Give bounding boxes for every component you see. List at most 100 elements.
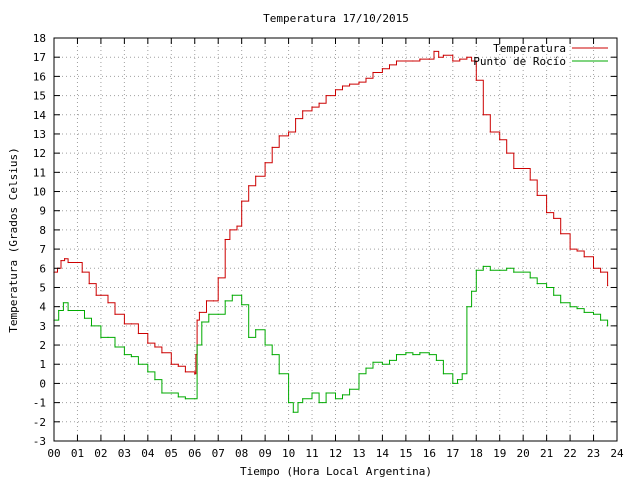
data-point-0 [459,58,461,60]
data-point-1 [297,402,299,404]
data-point-0 [349,83,351,85]
x-axis-label: Tiempo (Hora Local Argentina) [240,465,432,478]
data-point-1 [67,309,69,312]
x-tick-label: 12 [329,447,342,460]
data-point-1 [302,398,304,400]
x-tick-label: 21 [540,447,553,460]
data-point-0 [489,131,491,133]
y-tick-label: 16 [33,70,46,83]
x-tick-label: 24 [610,447,624,460]
data-point-1 [529,277,531,279]
x-tick-label: 14 [376,447,390,460]
y-tick-label: 0 [39,377,46,390]
data-point-1 [201,321,203,323]
data-point-0 [161,352,163,354]
data-point-0 [76,261,79,264]
data-point-1 [334,398,337,400]
data-point-0 [553,217,555,219]
data-point-1 [365,367,367,369]
chart-title: Temperatura 17/10/2015 [263,12,409,25]
y-tick-label: 1 [39,358,46,371]
data-point-1 [546,286,548,289]
x-tick-label: 11 [305,447,318,460]
legend-label: Punto de Rocío [473,55,566,68]
data-point-0 [195,354,197,356]
data-point-1 [194,398,196,400]
y-tick-label: 10 [33,186,46,199]
y-tick-label: -2 [33,416,46,429]
data-point-0 [278,135,280,137]
data-point-1 [264,344,266,346]
data-point-1 [349,388,351,390]
x-tick-label: 04 [141,447,155,460]
data-point-0 [513,167,515,170]
data-point-0 [67,261,69,264]
data-point-0 [388,64,391,66]
data-point-0 [236,225,238,227]
data-point-1 [482,265,484,267]
data-point-0 [576,250,578,252]
data-point-1 [560,302,562,304]
y-tick-label: 13 [33,128,46,141]
data-point-0 [499,139,501,141]
y-tick-label: -1 [33,397,46,410]
data-point-0 [217,277,219,279]
data-point-0 [198,311,200,313]
data-point-1 [248,336,250,338]
data-point-0 [170,363,172,365]
data-point-0 [271,146,273,148]
data-point-0 [88,283,90,285]
data-point-0 [536,194,538,196]
data-point-0 [184,371,186,373]
x-tick-label: 03 [118,447,131,460]
data-point-0 [395,60,398,62]
data-point-1 [576,308,578,310]
data-point-1 [372,361,374,363]
y-tick-label: 14 [33,109,47,122]
data-point-1 [536,283,538,285]
data-point-1 [292,411,294,413]
data-point-0 [569,248,571,250]
data-point-0 [438,56,440,58]
data-point-1 [137,363,139,365]
y-tick-label: 8 [39,224,46,237]
data-point-1 [553,294,555,296]
x-tick-label: 19 [493,447,506,460]
data-point-0 [433,50,435,53]
data-point-1 [76,309,79,312]
y-tick-label: 9 [39,205,46,218]
data-point-1 [170,392,172,394]
x-tick-label: 08 [235,447,248,460]
data-point-1 [412,354,414,356]
series-line-1 [54,265,609,413]
data-point-0 [412,60,414,62]
y-tick-label: 3 [39,320,46,333]
y-tick-label: 12 [33,147,46,160]
data-point-0 [560,233,562,235]
data-point-1 [522,271,524,273]
data-point-1 [288,402,290,404]
data-point-1 [388,359,391,361]
data-point-1 [395,354,398,356]
grid [54,38,617,441]
data-point-1 [311,392,313,394]
data-point-1 [583,311,585,313]
data-point-1 [107,336,109,338]
data-point-0 [583,256,585,258]
data-point-1 [147,371,149,373]
data-point-0 [341,85,344,87]
data-point-1 [100,336,102,338]
data-point-1 [456,379,459,381]
x-tick-label: 13 [352,447,365,460]
x-tick-label: 00 [47,447,60,460]
y-tick-label: 2 [39,339,46,352]
data-point-1 [405,352,407,354]
data-point-1 [325,392,327,394]
data-point-1 [177,396,179,398]
x-tick-label: 20 [517,447,530,460]
data-point-1 [358,373,360,375]
data-point-1 [83,317,86,319]
data-point-1 [461,373,463,375]
